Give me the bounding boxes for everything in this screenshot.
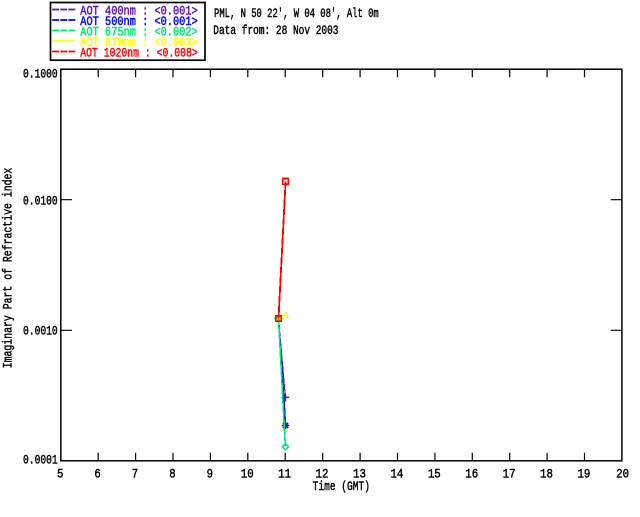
svg-text:11: 11 — [278, 466, 291, 481]
svg-text:Time (GMT): Time (GMT) — [313, 479, 370, 494]
svg-text:12: 12 — [316, 466, 329, 481]
svg-text:6: 6 — [94, 466, 100, 481]
svg-text:AOT 675nm : <0.002>: AOT 675nm : <0.002> — [80, 25, 198, 40]
svg-text:15: 15 — [428, 466, 441, 481]
svg-text:18: 18 — [540, 466, 553, 481]
svg-text:AOT 500nm : <0.001>: AOT 500nm : <0.001> — [80, 14, 198, 29]
svg-text:7: 7 — [132, 466, 138, 481]
svg-text:AOT 870nm : <0.003>: AOT 870nm : <0.003> — [80, 35, 198, 50]
svg-text:10: 10 — [241, 466, 254, 481]
svg-text:0.1000: 0.1000 — [23, 67, 58, 82]
svg-text:17: 17 — [503, 466, 516, 481]
svg-text:5: 5 — [57, 466, 63, 481]
svg-text:9: 9 — [207, 466, 213, 481]
svg-text:20: 20 — [616, 466, 629, 481]
svg-text:0.0100: 0.0100 — [23, 194, 58, 209]
svg-text:PML, N 50 22', W 04 08', Alt 0: PML, N 50 22', W 04 08', Alt 0m — [214, 6, 379, 21]
svg-text:8: 8 — [169, 466, 175, 481]
svg-text:19: 19 — [577, 466, 590, 481]
svg-text:AOT 1020nm : <0.008>: AOT 1020nm : <0.008> — [80, 46, 198, 61]
svg-text:13: 13 — [353, 466, 366, 481]
svg-text:0.0010: 0.0010 — [23, 324, 58, 339]
svg-text:Data from: 28 Nov 2003: Data from: 28 Nov 2003 — [213, 23, 338, 38]
svg-text:14: 14 — [390, 466, 403, 481]
svg-text:Imaginary Part of Refractive i: Imaginary Part of Refractive index — [1, 168, 16, 369]
svg-text:0.0001: 0.0001 — [23, 452, 58, 467]
svg-text:16: 16 — [465, 466, 478, 481]
svg-text:AOT 400nm : <0.001>: AOT 400nm : <0.001> — [80, 4, 198, 19]
